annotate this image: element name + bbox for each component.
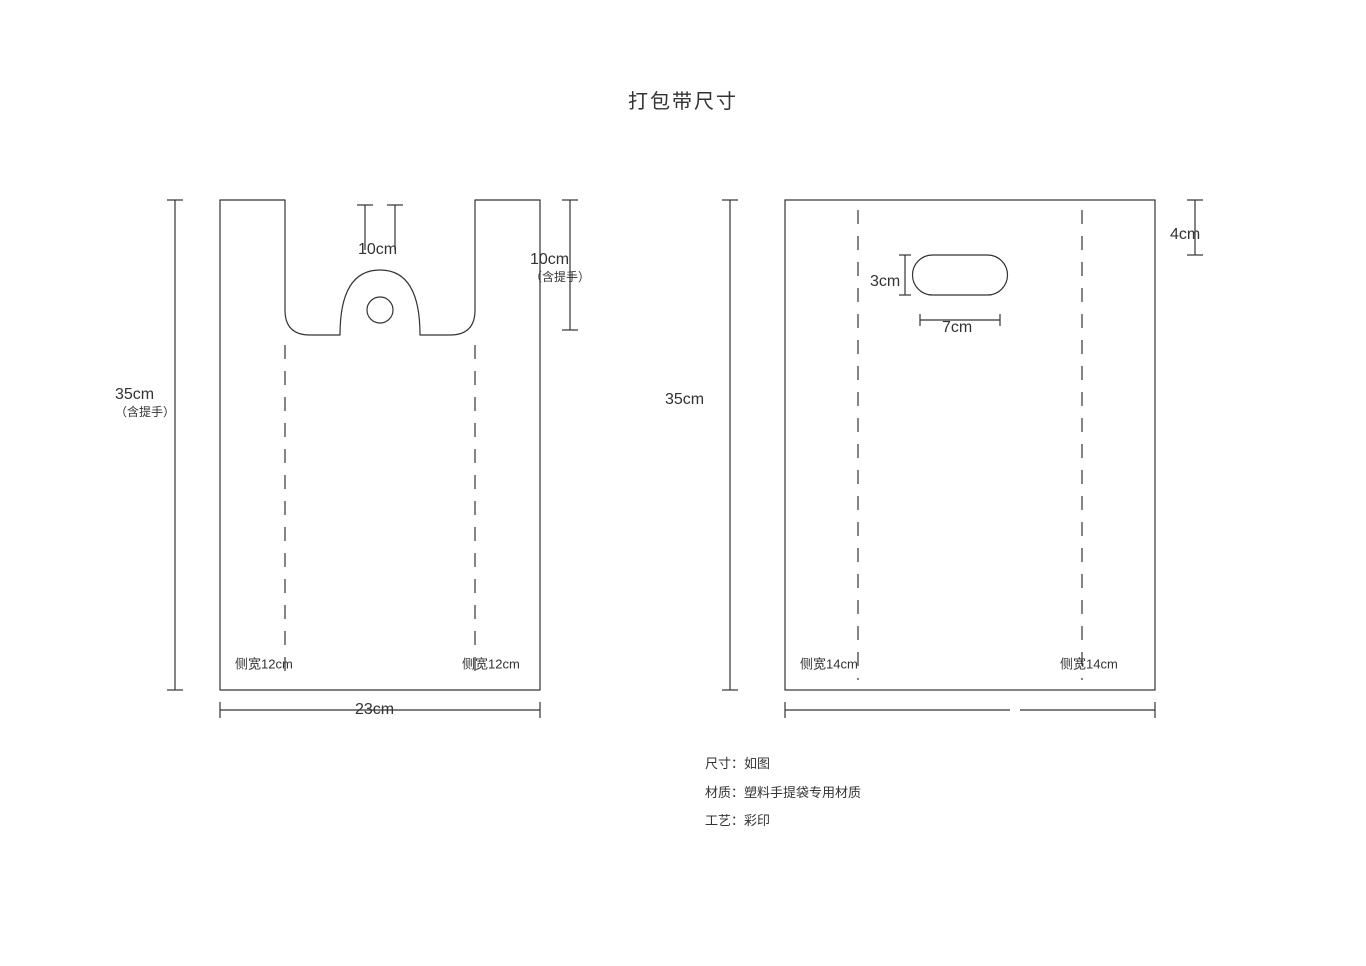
svg-text:侧宽14cm: 侧宽14cm	[800, 656, 858, 671]
svg-text:23cm: 23cm	[355, 701, 394, 718]
note-process: 工艺：彩印	[705, 807, 861, 836]
svg-text:3cm: 3cm	[870, 273, 900, 290]
svg-text:7cm: 7cm	[942, 319, 972, 336]
diagram-canvas: 35cm（含提手）10cm10cm（含提手）23cm侧宽12cm侧宽12cm35…	[0, 0, 1366, 966]
note-size: 尺寸：如图	[705, 750, 861, 779]
svg-text:侧宽12cm: 侧宽12cm	[462, 656, 520, 671]
svg-text:10cm: 10cm	[358, 241, 397, 258]
note-material: 材质：塑料手提袋专用材质	[705, 779, 861, 808]
svg-text:10cm: 10cm	[530, 251, 569, 268]
svg-text:（含提手）: （含提手）	[530, 269, 590, 284]
page-title: 打包带尺寸	[0, 85, 1366, 114]
svg-text:侧宽14cm: 侧宽14cm	[1060, 656, 1118, 671]
svg-text:侧宽12cm: 侧宽12cm	[235, 656, 293, 671]
svg-text:4cm: 4cm	[1170, 226, 1200, 243]
svg-text:35cm: 35cm	[115, 386, 154, 403]
spec-notes: 尺寸：如图 材质：塑料手提袋专用材质 工艺：彩印	[705, 750, 861, 836]
svg-text:35cm: 35cm	[665, 391, 704, 408]
svg-text:（含提手）: （含提手）	[115, 404, 175, 419]
